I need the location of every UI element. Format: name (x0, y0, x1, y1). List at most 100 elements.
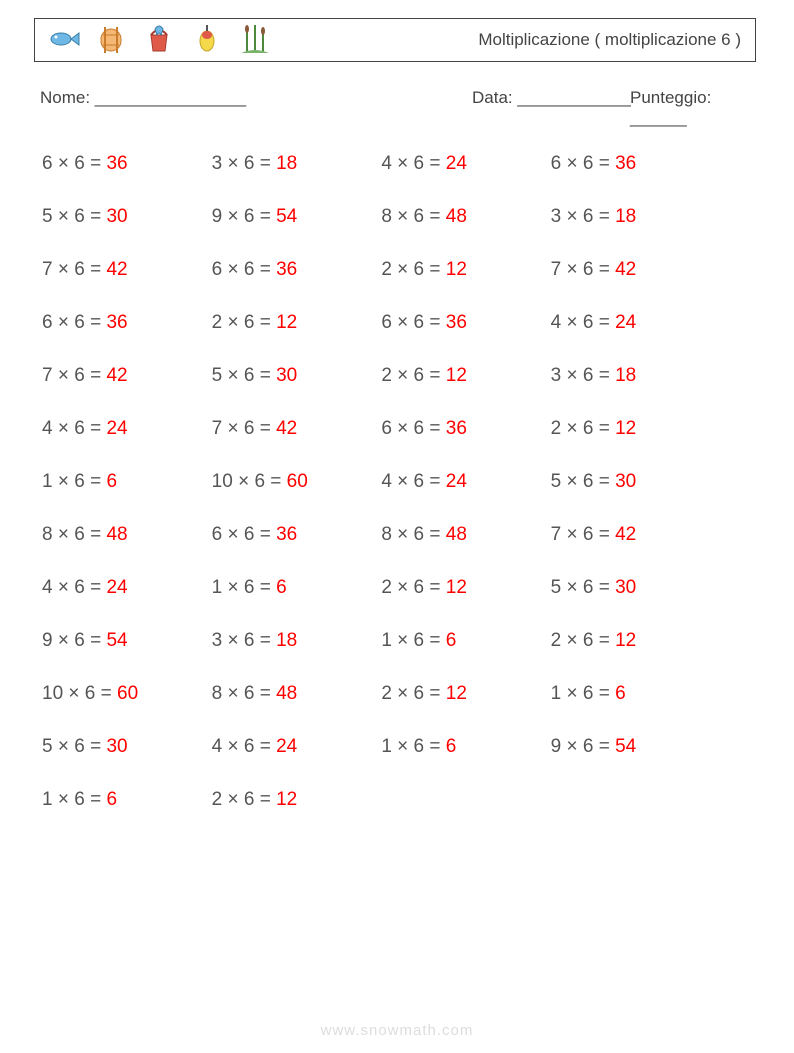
problem-cell: 6 × 6 = 36 (42, 138, 210, 189)
table-row: 5 × 6 = 304 × 6 = 241 × 6 = 69 × 6 = 54 (42, 721, 718, 772)
name-field: Nome: ________________ (40, 88, 246, 108)
problem-answer: 6 (446, 736, 457, 757)
bucket-icon (141, 21, 177, 57)
problem-expression: 7 × 6 = (42, 259, 106, 280)
problem-expression: 6 × 6 = (551, 153, 615, 174)
problem-answer: 48 (446, 206, 467, 227)
boat-icon (93, 21, 129, 57)
problem-expression: 2 × 6 = (381, 259, 445, 280)
problem-cell: 8 × 6 = 48 (381, 191, 548, 242)
problem-expression: 4 × 6 = (212, 736, 276, 757)
problem-expression: 4 × 6 = (381, 153, 445, 174)
problem-cell: 1 × 6 = 6 (212, 562, 380, 613)
problem-answer: 24 (276, 736, 297, 757)
problem-expression: 1 × 6 = (212, 577, 276, 598)
problem-cell: 6 × 6 = 36 (212, 509, 380, 560)
problem-cell: 1 × 6 = 6 (381, 615, 548, 666)
problem-answer: 12 (446, 365, 467, 386)
problem-expression: 5 × 6 = (212, 365, 276, 386)
problem-answer: 6 (276, 577, 287, 598)
header-title: Moltiplicazione ( moltiplicazione 6 ) (478, 30, 741, 50)
problem-cell: 6 × 6 = 36 (381, 403, 548, 454)
problem-answer: 12 (446, 683, 467, 704)
problem-expression: 7 × 6 = (42, 365, 106, 386)
problem-expression: 8 × 6 = (381, 524, 445, 545)
problem-expression: 9 × 6 = (42, 630, 106, 651)
problem-cell: 7 × 6 = 42 (212, 403, 380, 454)
problem-answer: 48 (106, 524, 127, 545)
score-field: Punteggio: ______ (630, 88, 752, 128)
problem-cell: 8 × 6 = 48 (381, 509, 548, 560)
problem-expression: 1 × 6 = (42, 471, 106, 492)
problem-expression: 4 × 6 = (42, 418, 106, 439)
date-field: Data: ____________ (472, 88, 631, 108)
problem-cell: 4 × 6 = 24 (42, 562, 210, 613)
table-row: 1 × 6 = 610 × 6 = 604 × 6 = 245 × 6 = 30 (42, 456, 718, 507)
table-row: 6 × 6 = 363 × 6 = 184 × 6 = 246 × 6 = 36 (42, 138, 718, 189)
problem-answer: 36 (276, 524, 297, 545)
problem-answer: 18 (276, 153, 297, 174)
problem-answer: 30 (106, 736, 127, 757)
problem-answer: 24 (106, 418, 127, 439)
problem-expression: 6 × 6 = (212, 259, 276, 280)
problem-expression: 6 × 6 = (381, 418, 445, 439)
problem-answer: 6 (615, 683, 626, 704)
problem-answer: 36 (276, 259, 297, 280)
problem-expression: 2 × 6 = (551, 630, 615, 651)
problem-expression: 6 × 6 = (42, 153, 106, 174)
problem-expression: 2 × 6 = (381, 365, 445, 386)
problem-answer: 30 (615, 471, 636, 492)
problem-expression: 7 × 6 = (212, 418, 276, 439)
problem-cell: 4 × 6 = 24 (381, 456, 548, 507)
problem-cell: 5 × 6 = 30 (42, 721, 210, 772)
problem-answer: 18 (276, 630, 297, 651)
problem-expression: 4 × 6 = (551, 312, 615, 333)
problem-answer: 18 (615, 206, 636, 227)
problem-expression: 4 × 6 = (381, 471, 445, 492)
table-row: 6 × 6 = 362 × 6 = 126 × 6 = 364 × 6 = 24 (42, 297, 718, 348)
problem-cell: 10 × 6 = 60 (42, 668, 210, 719)
problem-answer: 12 (615, 418, 636, 439)
problem-cell: 7 × 6 = 42 (551, 509, 718, 560)
problem-cell: 4 × 6 = 24 (381, 138, 548, 189)
problem-answer: 18 (615, 365, 636, 386)
footer-link: www.snowmath.com (0, 1022, 794, 1039)
problem-expression: 5 × 6 = (42, 736, 106, 757)
problem-cell: 8 × 6 = 48 (212, 668, 380, 719)
problem-cell: 2 × 6 = 12 (381, 350, 548, 401)
problem-answer: 36 (615, 153, 636, 174)
table-row: 7 × 6 = 425 × 6 = 302 × 6 = 123 × 6 = 18 (42, 350, 718, 401)
problem-cell: 6 × 6 = 36 (212, 244, 380, 295)
problem-cell (381, 774, 548, 825)
problem-answer: 12 (276, 312, 297, 333)
problem-expression: 10 × 6 = (42, 683, 117, 704)
problem-expression: 3 × 6 = (212, 153, 276, 174)
problem-answer: 24 (446, 153, 467, 174)
problem-expression: 1 × 6 = (551, 683, 615, 704)
fish-icon (45, 21, 81, 57)
problem-expression: 8 × 6 = (212, 683, 276, 704)
problem-cell: 2 × 6 = 12 (381, 244, 548, 295)
problem-expression: 2 × 6 = (212, 789, 276, 810)
problem-cell: 2 × 6 = 12 (381, 562, 548, 613)
problem-cell: 1 × 6 = 6 (381, 721, 548, 772)
problem-cell: 3 × 6 = 18 (212, 615, 380, 666)
problem-cell: 4 × 6 = 24 (212, 721, 380, 772)
problem-expression: 8 × 6 = (42, 524, 106, 545)
problem-cell: 2 × 6 = 12 (551, 615, 718, 666)
problem-answer: 54 (615, 736, 636, 757)
problem-expression: 2 × 6 = (212, 312, 276, 333)
problem-expression: 9 × 6 = (212, 206, 276, 227)
problem-answer: 36 (106, 312, 127, 333)
problem-cell: 5 × 6 = 30 (42, 191, 210, 242)
problem-cell: 6 × 6 = 36 (42, 297, 210, 348)
problem-cell: 5 × 6 = 30 (551, 562, 718, 613)
problem-cell: 8 × 6 = 48 (42, 509, 210, 560)
table-row: 1 × 6 = 62 × 6 = 12 (42, 774, 718, 825)
problem-expression: 9 × 6 = (551, 736, 615, 757)
problem-expression: 1 × 6 = (381, 630, 445, 651)
problem-expression: 7 × 6 = (551, 524, 615, 545)
problem-answer: 42 (615, 259, 636, 280)
table-row: 4 × 6 = 241 × 6 = 62 × 6 = 125 × 6 = 30 (42, 562, 718, 613)
problem-expression: 3 × 6 = (551, 206, 615, 227)
